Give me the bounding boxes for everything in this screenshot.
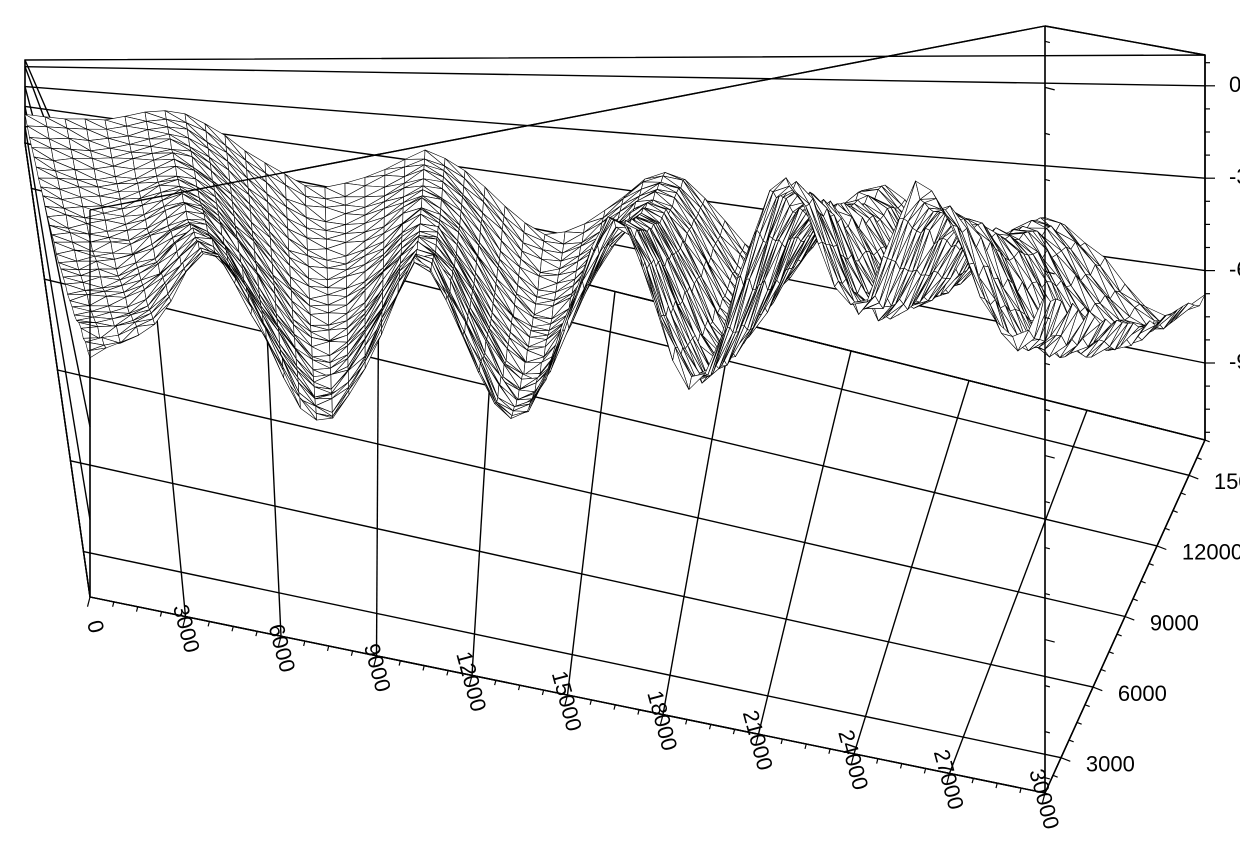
tick-label: 0 xyxy=(82,618,109,636)
tick-label: 0 xyxy=(1229,72,1240,97)
tick-label: 24000 xyxy=(833,727,873,793)
tick-label: 12000 xyxy=(451,649,491,715)
box-front-edges xyxy=(90,26,1205,793)
tick-label: 3000 xyxy=(1086,751,1135,776)
tick-label: 12000 xyxy=(1182,540,1240,565)
tick-label: 30000 xyxy=(1024,766,1064,832)
tick-label: 15000 xyxy=(1214,469,1240,494)
tick-label: -9000 xyxy=(1229,349,1240,374)
tick-label: -6000 xyxy=(1229,257,1240,282)
tick-label: 9000 xyxy=(359,641,396,695)
surface-plot: 0 3000 6000 9000 12000 15000 18000 21000 24000 27… xyxy=(0,0,1240,852)
tick-label: 6000 xyxy=(1118,681,1167,706)
tick-label: 21000 xyxy=(738,707,778,773)
tick-label: 9000 xyxy=(1150,610,1199,635)
tick-label: -3000 xyxy=(1229,164,1240,189)
axis-ticks xyxy=(88,41,1216,802)
tick-label: 6000 xyxy=(264,621,301,675)
tick-label: 27000 xyxy=(929,747,969,813)
tick-label: 18000 xyxy=(642,688,682,754)
tick-label: 3000 xyxy=(168,602,205,656)
tick-label: 15000 xyxy=(547,668,587,734)
surface-mesh xyxy=(25,111,1205,420)
